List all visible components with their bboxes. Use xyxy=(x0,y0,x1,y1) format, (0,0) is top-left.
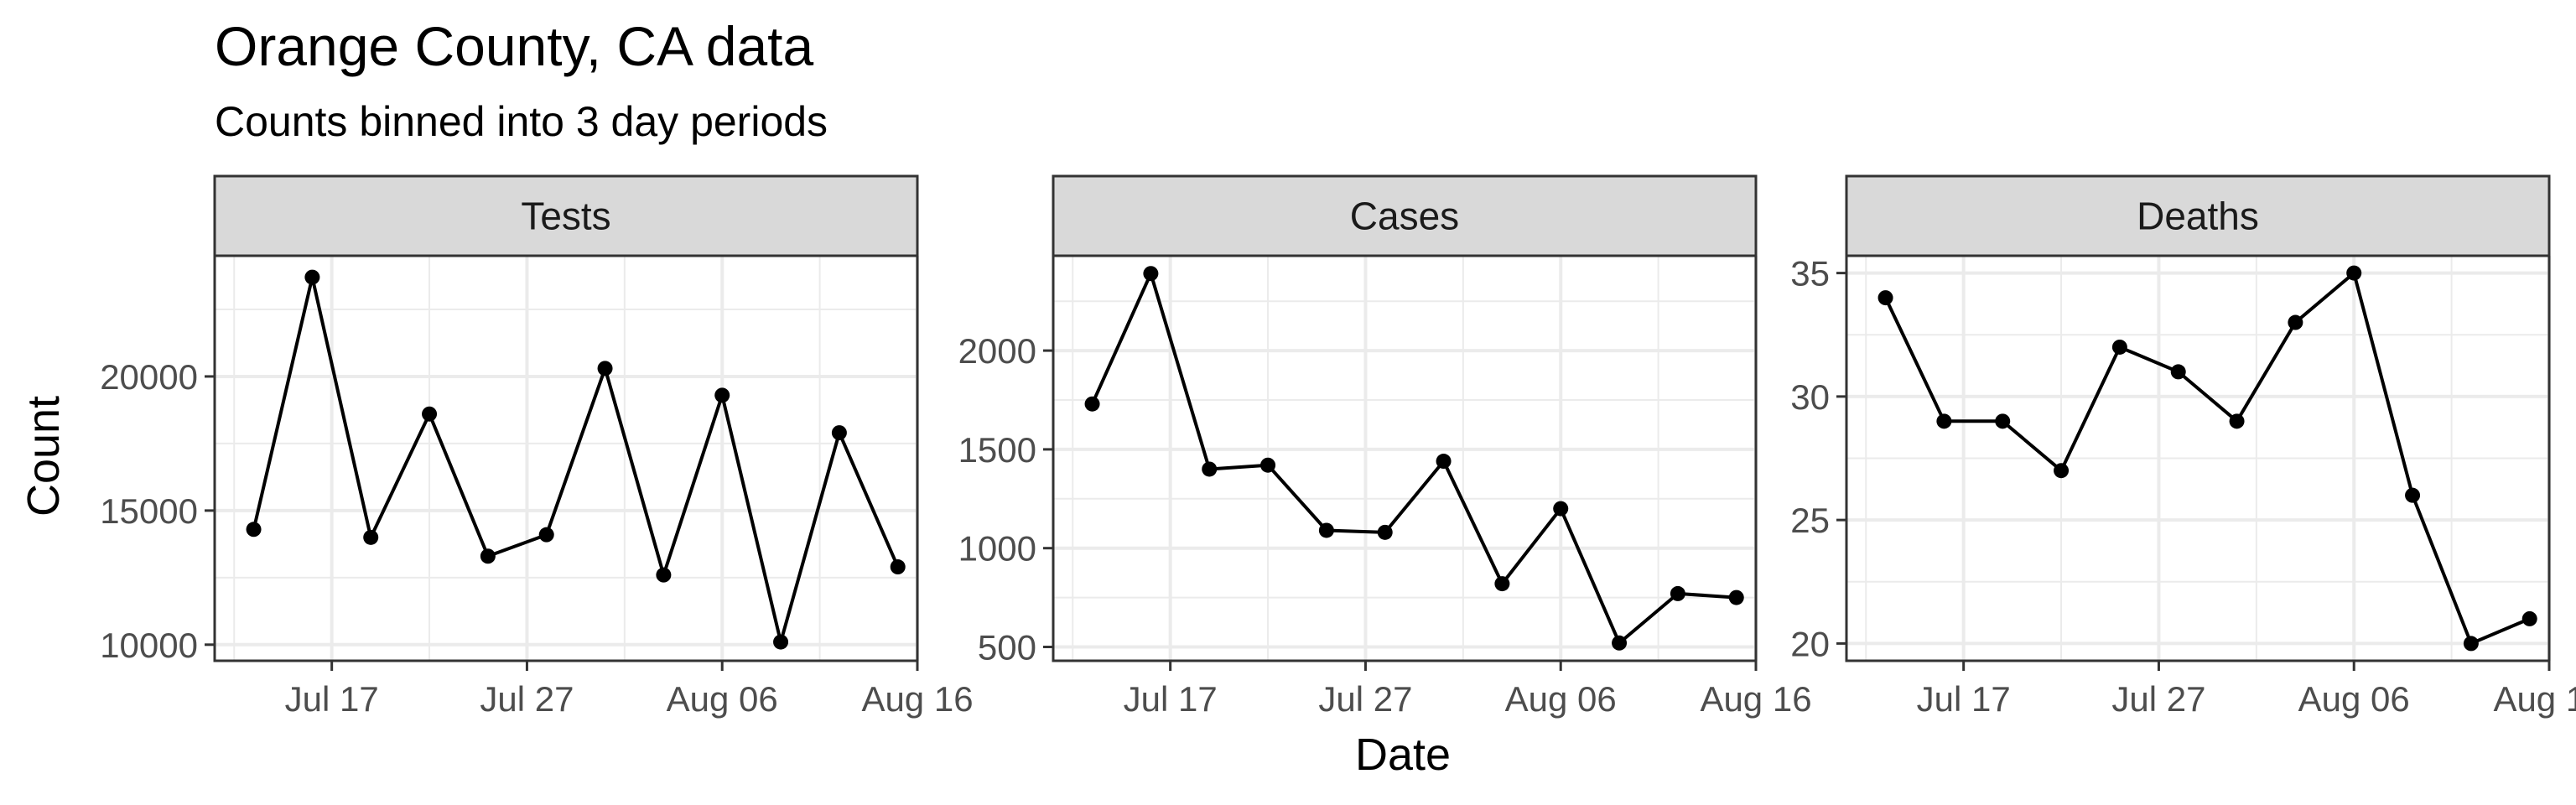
data-point xyxy=(1936,413,1952,429)
data-point xyxy=(422,406,438,422)
data-point xyxy=(1318,522,1334,538)
data-point xyxy=(1553,501,1569,517)
data-point xyxy=(2346,265,2362,281)
data-point xyxy=(656,567,672,583)
data-point xyxy=(1377,524,1393,540)
data-point xyxy=(1436,454,1452,470)
y-tick-label: 10000 xyxy=(100,626,198,665)
facet-panels: Tests 10000 15000 20000 Jul 17 Jul 27 Aug 06 Au… xyxy=(100,174,2576,719)
data-point xyxy=(597,361,613,377)
x-tick-label: Aug 06 xyxy=(667,679,778,719)
chart-title: Orange County, CA data xyxy=(215,15,813,77)
y-tick-label: 20000 xyxy=(100,357,198,397)
chart-subtitle: Counts binned into 3 day periods xyxy=(215,98,828,145)
y-tick-label: 25 xyxy=(1790,501,1830,540)
panel-background xyxy=(1053,256,1756,661)
x-tick-label: Aug 16 xyxy=(2493,679,2576,719)
data-point xyxy=(304,269,320,285)
y-tick-label: 1500 xyxy=(958,430,1036,470)
data-point xyxy=(773,634,789,650)
data-point xyxy=(2054,463,2070,479)
data-point xyxy=(363,529,379,545)
y-tick-label: 1000 xyxy=(958,529,1036,569)
facet-strip xyxy=(1845,174,2551,257)
x-tick-label: Aug 06 xyxy=(1505,679,1617,719)
data-point xyxy=(2288,314,2303,330)
x-tick-label: Jul 27 xyxy=(480,679,574,719)
data-point xyxy=(2521,610,2537,626)
y-tick-label: 20 xyxy=(1790,624,1830,663)
y-tick-label: 2000 xyxy=(958,331,1036,371)
data-point xyxy=(1877,290,1893,306)
x-tick-label: Jul 17 xyxy=(285,679,379,719)
x-tick-label: Aug 06 xyxy=(2298,679,2410,719)
data-point xyxy=(2111,339,2127,355)
data-point xyxy=(480,548,496,564)
data-point xyxy=(2229,413,2245,429)
data-point xyxy=(1084,396,1100,412)
x-tick-label: Jul 17 xyxy=(1124,679,1218,719)
series-line-tests xyxy=(252,275,900,644)
facet-strip xyxy=(213,174,919,257)
x-tick-label: Jul 27 xyxy=(2111,679,2205,719)
data-point xyxy=(1143,266,1159,282)
x-tick-label: Jul 17 xyxy=(1917,679,2011,719)
data-point xyxy=(2170,364,2186,380)
data-point xyxy=(246,522,262,538)
data-point xyxy=(1260,457,1276,473)
series-line-deaths xyxy=(1883,271,2531,646)
data-point xyxy=(538,527,554,543)
panel-cases: Cases 500 1000 1500 2000 Jul 17 Jul 27 Aug 06 Au… xyxy=(958,174,1812,719)
facet-strip-label: Cases xyxy=(1350,195,1459,238)
y-tick-label: 500 xyxy=(978,628,1036,667)
data-point xyxy=(2405,487,2421,503)
data-point xyxy=(1728,589,1744,605)
data-point xyxy=(1670,585,1685,601)
data-point xyxy=(831,425,847,441)
y-tick-label: 35 xyxy=(1790,254,1830,293)
x-tick-label: Aug 16 xyxy=(1700,679,1811,719)
panel-tests: Tests 10000 15000 20000 Jul 17 Jul 27 Aug 06 Au… xyxy=(100,174,974,719)
panel-deaths: Deaths 20 25 30 35 Jul 17 Jul 27 Aug 06 Aug 16 xyxy=(1790,174,2576,719)
data-point xyxy=(1202,461,1218,477)
x-tick-label: Jul 27 xyxy=(1318,679,1412,719)
series-line-cases xyxy=(1090,272,1737,645)
x-tick-label: Aug 16 xyxy=(861,679,973,719)
facet-strip xyxy=(1052,174,1758,257)
y-tick-label: 30 xyxy=(1790,377,1830,417)
facet-strip-label: Tests xyxy=(521,195,610,238)
data-point xyxy=(1995,413,2011,429)
facet-strip-label: Deaths xyxy=(2137,195,2259,238)
data-point xyxy=(1612,635,1628,651)
data-point xyxy=(714,387,730,403)
data-point xyxy=(890,559,906,575)
data-point xyxy=(2463,636,2479,652)
y-axis-title: Count xyxy=(18,396,69,517)
x-axis-title: Date xyxy=(1355,730,1451,780)
data-point xyxy=(1494,576,1510,592)
y-tick-label: 15000 xyxy=(100,491,198,531)
